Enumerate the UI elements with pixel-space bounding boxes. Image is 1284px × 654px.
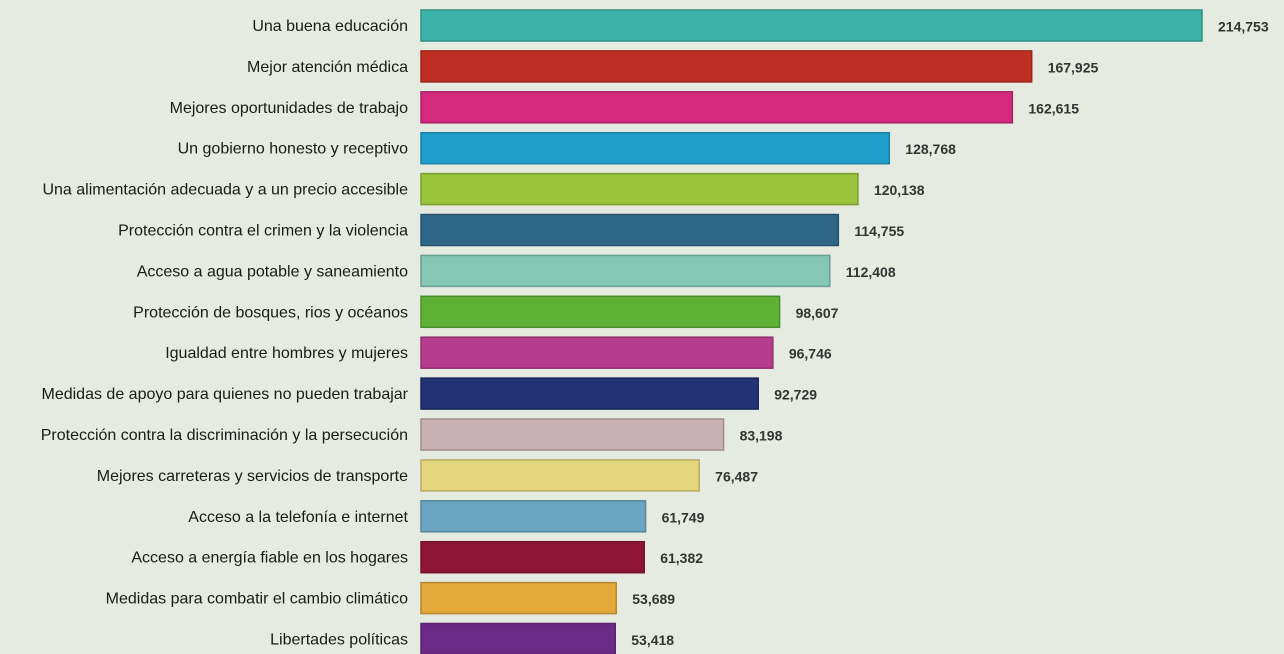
category-label: Mejores oportunidades de trabajo (170, 100, 408, 117)
category-label: Libertades políticas (270, 632, 408, 649)
bar (420, 540, 645, 574)
category-label: Acceso a agua potable y saneamiento (137, 263, 408, 280)
value-label: 112,408 (846, 264, 896, 280)
category-label: Mejor atención médica (247, 59, 408, 76)
bar (420, 295, 781, 329)
category-label: Acceso a energía fiable en los hogares (131, 550, 408, 567)
bar-row: Una buena educación 214,753 (252, 9, 1269, 42)
category-label: Protección contra el crimen y la violenc… (118, 223, 408, 240)
value-label: 120,138 (874, 182, 925, 198)
bar-row: Protección contra la discriminación y la… (41, 418, 783, 451)
bar (420, 622, 617, 654)
bar (420, 336, 774, 369)
bar-row: Igualdad entre hombres y mujeres 96,746 (165, 336, 832, 369)
value-label: 76,487 (715, 468, 758, 484)
bar (420, 172, 859, 206)
bar-row: Protección contra el crimen y la violenc… (118, 213, 904, 247)
value-label: 214,753 (1218, 19, 1269, 35)
bar-row: Libertades políticas 53,418 (270, 622, 674, 654)
bar (420, 581, 618, 615)
category-label: Una alimentación adecuada y a un precio … (42, 182, 408, 199)
category-label: Un gobierno honesto y receptivo (178, 141, 408, 158)
bar-row: Protección de bosques, rios y océanos 98,… (133, 295, 839, 329)
bar (420, 131, 891, 165)
value-label: 98,607 (796, 305, 839, 321)
bar-row: Un gobierno honesto y receptivo 128,768 (178, 131, 956, 165)
bar (420, 500, 647, 533)
value-label: 83,198 (740, 428, 783, 444)
value-label: 61,382 (660, 550, 703, 566)
bar-row: Mejores oportunidades de trabajo 162,615 (170, 91, 1079, 124)
value-label: 96,746 (789, 346, 832, 362)
bar (420, 459, 700, 492)
bar-row: Acceso a energía fiable en los hogares 61… (131, 540, 703, 574)
value-label: 167,925 (1048, 59, 1099, 75)
category-label: Medidas para combatir el cambio climátic… (106, 591, 408, 608)
bar-row: Acceso a agua potable y saneamiento 112,4… (137, 254, 896, 288)
bar-row: Una alimentación adecuada y a un precio … (42, 172, 925, 206)
bar-row: Mejor atención médica 167,925 (247, 50, 1099, 83)
bar (420, 418, 725, 451)
value-label: 128,768 (905, 141, 956, 157)
bar-row: Acceso a la telefonía e internet 61,749 (188, 500, 705, 533)
value-label: 53,418 (631, 632, 674, 648)
bar-row: Mejores carreteras y servicios de transp… (97, 459, 758, 492)
bar (420, 50, 1033, 83)
category-label: Acceso a la telefonía e internet (188, 509, 408, 526)
category-label: Medidas de apoyo para quienes no pueden … (42, 386, 409, 403)
bar (420, 377, 759, 410)
value-label: 61,749 (662, 509, 705, 525)
bar-row: Medidas para combatir el cambio climátic… (106, 581, 675, 615)
bar (420, 9, 1203, 42)
bar (420, 213, 840, 247)
value-label: 92,729 (774, 387, 817, 403)
value-label: 53,689 (632, 591, 675, 607)
category-label: Protección contra la discriminación y la… (41, 427, 408, 444)
category-label: Protección de bosques, rios y océanos (133, 304, 408, 321)
value-label: 114,755 (854, 223, 904, 239)
bar (420, 254, 831, 288)
value-label: 162,615 (1028, 100, 1079, 116)
bar (420, 91, 1014, 124)
category-label: Una buena educación (252, 18, 408, 35)
category-label: Mejores carreteras y servicios de transp… (97, 468, 408, 485)
category-label: Igualdad entre hombres y mujeres (165, 345, 408, 362)
bar-row: Medidas de apoyo para quienes no pueden … (42, 377, 817, 410)
